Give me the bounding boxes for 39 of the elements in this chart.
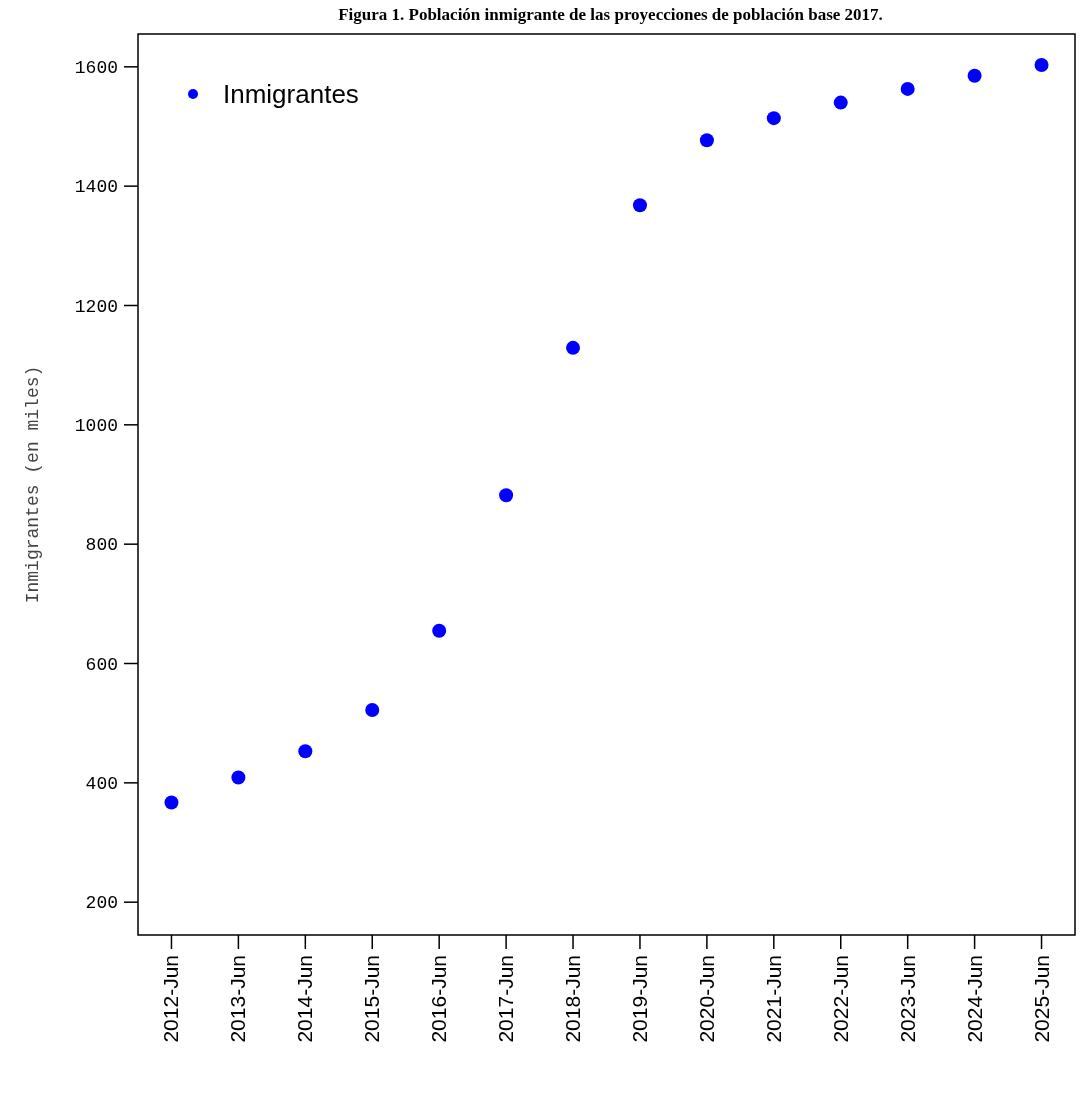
x-tick-label: 2025-Jun bbox=[1029, 955, 1053, 1043]
x-tick-label: 2014-Jun bbox=[293, 955, 317, 1043]
point bbox=[699, 133, 714, 148]
y-tick-label: 200 bbox=[85, 893, 118, 914]
x-tick-label: 2016-Jun bbox=[427, 955, 451, 1043]
point bbox=[298, 744, 313, 759]
point bbox=[1034, 58, 1049, 73]
point bbox=[365, 703, 380, 718]
x-tick-label: 2018-Jun bbox=[561, 955, 585, 1043]
point bbox=[231, 770, 246, 785]
point bbox=[432, 623, 447, 638]
y-tick-label: 1200 bbox=[74, 296, 118, 317]
y-tick-label: 600 bbox=[85, 654, 118, 675]
x-tick-label: 2015-Jun bbox=[360, 955, 384, 1043]
y-tick-label: 1600 bbox=[74, 58, 118, 79]
legend-label: Inmigrantes bbox=[223, 79, 359, 110]
x-tick-label: 2023-Jun bbox=[895, 955, 919, 1043]
y-tick-label: 800 bbox=[85, 535, 118, 556]
x-tick-label: 2013-Jun bbox=[226, 955, 250, 1043]
y-tick-label: 1400 bbox=[74, 177, 118, 198]
x-tick-label: 2020-Jun bbox=[694, 955, 718, 1043]
x-tick-label: 2024-Jun bbox=[962, 955, 986, 1043]
x-tick-label: 2012-Jun bbox=[159, 955, 183, 1043]
y-tick-label: 400 bbox=[85, 774, 118, 795]
point bbox=[833, 95, 848, 110]
point bbox=[164, 795, 179, 810]
x-tick-label: 2022-Jun bbox=[828, 955, 852, 1043]
point bbox=[900, 81, 915, 96]
x-tick-label: 2019-Jun bbox=[627, 955, 651, 1043]
point bbox=[967, 68, 982, 83]
point bbox=[632, 198, 647, 213]
point bbox=[566, 340, 581, 355]
x-tick-label: 2021-Jun bbox=[761, 955, 785, 1043]
chart-title: Figura 1. Población inmigrante de las proyecciones de población base 2017. bbox=[338, 5, 883, 24]
y-axis-title: Inmigrantes (en miles) bbox=[23, 365, 43, 604]
y-tick-label: 1000 bbox=[74, 416, 118, 437]
x-tick-label: 2017-Jun bbox=[494, 955, 518, 1043]
point bbox=[499, 488, 514, 503]
point bbox=[766, 111, 781, 126]
